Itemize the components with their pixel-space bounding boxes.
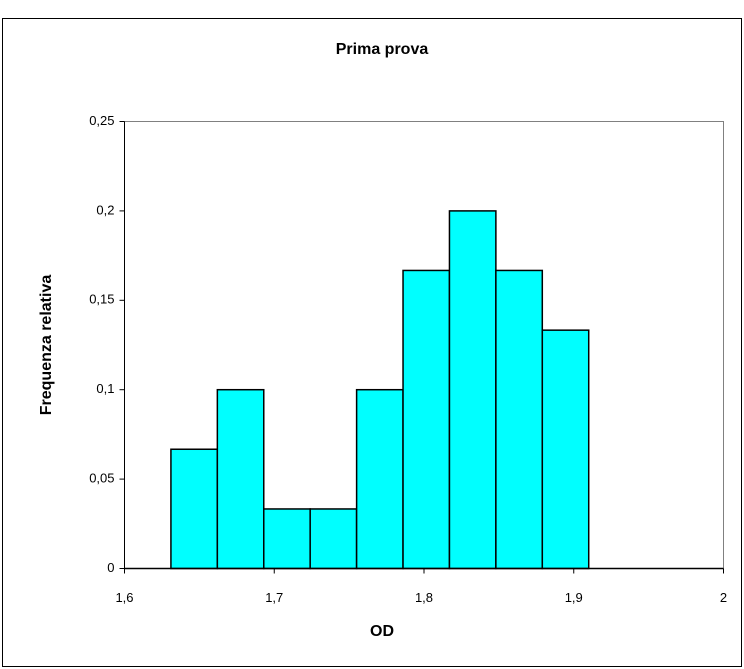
x-tick-label: 2 [720,590,727,605]
y-axis-label: Frequenza relativa [38,275,55,416]
bar [170,448,219,570]
y-tick-label: 0,05 [89,471,114,486]
x-tick-label: 1,7 [265,590,283,605]
x-tick-label: 1,8 [415,590,433,605]
y-tick-label: 0,1 [96,381,114,396]
bar [355,388,404,570]
y-tick-label: 0 [107,560,114,575]
y-tick-label: 0,25 [89,113,114,128]
y-tick-label: 0,15 [89,292,114,307]
bar [541,329,590,570]
bar [216,388,265,570]
y-tick-label: 0,2 [96,202,114,217]
x-tick-label: 1,9 [565,590,583,605]
x-tick-label: 1,6 [115,590,133,605]
bar [309,508,358,570]
bar [263,508,311,570]
x-axis-label: OD [370,623,394,640]
bar [495,269,544,570]
bar [402,269,451,570]
chart-title: Prima prova [336,41,429,58]
bar [448,210,497,570]
